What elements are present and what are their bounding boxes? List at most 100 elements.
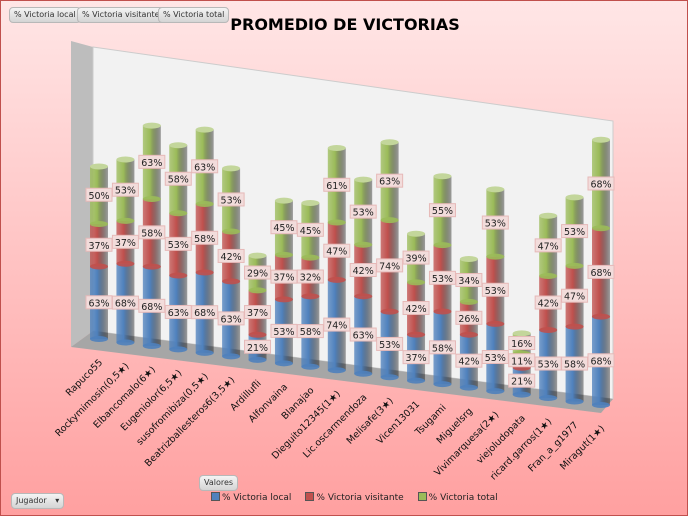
data-label-box [376,258,404,273]
data-label-box [323,317,351,332]
data-label: 11% [511,356,532,367]
data-label: 47% [326,247,347,258]
jugador-axis-button[interactable]: Jugador ▾ [11,493,65,509]
cylinder-bottom [248,287,267,294]
data-label: 61% [326,181,347,192]
data-label: 42% [458,357,479,368]
legend-label-local: % Victoria local [222,493,292,503]
data-label-box [217,248,245,263]
cylinder-top [195,126,214,133]
data-label: 37% [247,308,268,319]
data-label: 58% [141,228,162,239]
cylinder-top [539,212,558,219]
field-button-total[interactable]: % Victoria total [158,7,230,23]
cylinder-bottom [142,263,161,270]
data-label-box [296,269,324,284]
cylinder-top [407,230,426,237]
data-label-box [323,243,351,258]
data-label: 45% [300,226,321,237]
data-label-box [587,264,615,279]
data-label-box [111,234,139,249]
data-label: 53% [485,219,506,230]
cylinder-top [222,165,241,172]
cylinder-bottom [301,293,320,300]
data-label-box [561,224,589,239]
cylinder-bottom [195,349,214,356]
cylinder-bottom [433,308,452,315]
cylinder-bottom [301,363,320,370]
data-label-box [455,310,483,325]
data-label: 63% [379,177,400,188]
data-label-box [481,215,509,230]
cylinder-top [354,176,373,183]
cylinder-bottom [565,323,584,330]
data-label: 55% [432,206,453,217]
data-label-box [349,204,377,219]
cylinder-top [90,163,108,170]
data-label: 16% [511,339,532,350]
data-label: 74% [379,261,400,272]
cylinder-top [274,197,293,204]
data-label-box [402,350,430,365]
cylinder-bottom [248,331,267,338]
data-label: 42% [221,252,242,263]
cylinder-top [565,194,584,201]
data-label: 58% [194,234,215,245]
data-label-box [428,203,456,218]
cylinder-bottom [433,242,452,249]
data-label: 53% [485,286,506,297]
data-label: 42% [405,304,426,315]
legend-swatch-total [417,492,427,501]
data-label-box [376,173,404,188]
data-label-box [376,336,404,351]
data-label: 34% [458,276,479,287]
data-label-box [164,171,192,186]
cylinder-bottom [539,395,558,402]
data-label: 26% [458,314,479,325]
data-label: 50% [88,191,109,202]
cylinder-bottom [459,384,478,391]
cylinder-bottom [407,279,426,286]
data-label: 47% [538,241,559,252]
cylinder-bottom [539,326,558,333]
cylinder-bottom [195,201,214,208]
side-wall [71,41,93,347]
cylinder-bottom [274,251,293,258]
data-label-box [587,353,615,368]
data-label-box [138,225,166,240]
data-label: 74% [326,321,347,332]
cylinder-bottom [222,353,241,360]
cylinder-bottom [354,370,373,377]
cylinder-bottom [512,391,531,398]
values-button[interactable]: Valores [199,475,239,491]
data-label: 21% [247,343,268,354]
legend-label-visitante: % Victoria visitante [316,493,404,503]
cylinder-bottom [459,298,478,305]
data-label-box [402,300,430,315]
data-label: 68% [141,302,162,313]
cylinder-bottom [195,269,214,276]
data-label-box [296,222,324,237]
data-label: 63% [141,158,162,169]
data-label: 53% [538,360,559,371]
data-label-box [561,288,589,303]
cylinder-top [142,122,161,129]
data-label: 53% [353,208,374,219]
cylinder-top [486,186,505,193]
cylinder-bottom [116,217,135,224]
data-label: 63% [353,331,374,342]
data-label: 53% [379,340,400,351]
cylinder-bottom [248,356,267,363]
cylinder-bottom [327,276,346,283]
cylinder-top [459,256,478,263]
cylinder-top [327,145,346,152]
cylinder-bottom [169,272,188,279]
data-label-box [428,340,456,355]
cylinder-bottom [539,273,558,280]
data-label: 53% [485,353,506,364]
data-label: 68% [115,299,136,310]
legend-item-total: % Victoria total [417,492,498,503]
cylinder-bottom [407,331,426,338]
